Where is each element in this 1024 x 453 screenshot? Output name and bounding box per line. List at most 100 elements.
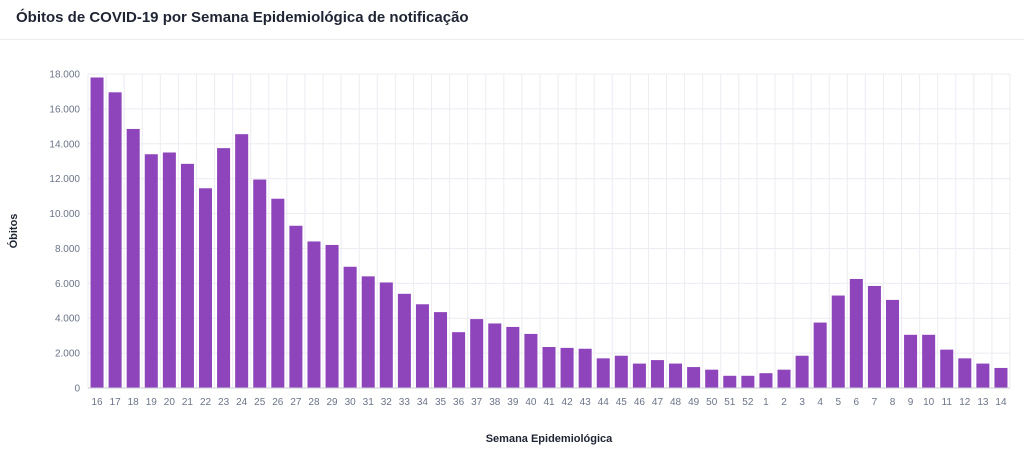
x-tick-label: 26 — [272, 397, 284, 408]
bar-32[interactable] — [379, 282, 393, 388]
bar-49[interactable] — [687, 367, 701, 388]
x-tick-label: 45 — [616, 397, 628, 408]
bar-6[interactable] — [849, 278, 863, 388]
bar-38[interactable] — [488, 323, 502, 388]
bar-41[interactable] — [542, 347, 556, 388]
bar-52[interactable] — [741, 375, 755, 388]
bar-17[interactable] — [108, 92, 122, 389]
bar-28[interactable] — [307, 241, 321, 388]
bar-30[interactable] — [343, 266, 357, 388]
x-tick-label: 49 — [688, 397, 700, 408]
bar-8[interactable] — [885, 299, 899, 388]
bar-24[interactable] — [235, 134, 249, 388]
y-tick-label: 18.000 — [49, 70, 80, 81]
x-tick-label: 8 — [890, 397, 896, 408]
x-tick-label: 28 — [308, 397, 320, 408]
y-tick-label: 12.000 — [49, 174, 80, 185]
chart-title: Óbitos de COVID-19 por Semana Epidemioló… — [16, 9, 469, 26]
bar-2[interactable] — [777, 369, 791, 388]
x-tick-label: 40 — [525, 397, 537, 408]
bar-18[interactable] — [126, 128, 140, 388]
x-tick-label: 10 — [923, 397, 935, 408]
x-tick-label: 9 — [908, 397, 914, 408]
bar-23[interactable] — [217, 148, 231, 388]
x-tick-label: 34 — [417, 397, 429, 408]
bar-7[interactable] — [867, 285, 881, 388]
bar-34[interactable] — [415, 304, 429, 388]
bar-33[interactable] — [397, 293, 411, 388]
y-axis-title: Óbitos — [7, 214, 20, 249]
bar-43[interactable] — [578, 348, 592, 388]
bar-16[interactable] — [90, 77, 104, 388]
x-tick-label: 30 — [345, 397, 357, 408]
x-tick-label: 31 — [363, 397, 375, 408]
bar-51[interactable] — [723, 375, 737, 388]
x-axis-ticks: 16 17 18 19 20 21 22 23 24 25 26 27 28 29 30 31 32 33 34 35… — [91, 397, 1006, 408]
x-tick-label: 25 — [254, 397, 266, 408]
bar-1[interactable] — [759, 373, 773, 388]
bar-36[interactable] — [452, 332, 466, 388]
y-tick-label: 14.000 — [49, 139, 80, 150]
x-tick-label: 20 — [164, 397, 176, 408]
bar-26[interactable] — [271, 198, 285, 388]
bar-48[interactable] — [669, 363, 683, 388]
bar-22[interactable] — [199, 188, 213, 388]
x-tick-label: 50 — [706, 397, 718, 408]
x-tick-label: 44 — [598, 397, 610, 408]
y-tick-label: 10.000 — [49, 209, 80, 220]
bar-4[interactable] — [813, 322, 827, 388]
x-tick-label: 36 — [453, 397, 465, 408]
bar-35[interactable] — [434, 312, 448, 388]
bar-12[interactable] — [958, 358, 972, 388]
y-tick-label: 6.000 — [55, 279, 80, 290]
bar-40[interactable] — [524, 333, 538, 388]
x-tick-label: 43 — [580, 397, 592, 408]
x-tick-label: 27 — [290, 397, 302, 408]
x-tick-label: 7 — [872, 397, 878, 408]
bar-37[interactable] — [470, 319, 484, 388]
x-tick-label: 48 — [670, 397, 682, 408]
bar-27[interactable] — [289, 225, 303, 388]
x-tick-label: 51 — [724, 397, 736, 408]
bar-9[interactable] — [904, 334, 918, 388]
x-tick-label: 29 — [326, 397, 338, 408]
bar-25[interactable] — [253, 179, 267, 388]
x-tick-label: 1 — [763, 397, 769, 408]
chart-header: Óbitos de COVID-19 por Semana Epidemioló… — [0, 0, 1024, 40]
x-tick-label: 2 — [781, 397, 787, 408]
bar-5[interactable] — [831, 295, 845, 388]
x-tick-label: 11 — [942, 397, 953, 408]
x-tick-label: 4 — [817, 397, 823, 408]
x-tick-label: 3 — [799, 397, 805, 408]
x-tick-label: 23 — [218, 397, 230, 408]
y-tick-label: 8.000 — [55, 244, 80, 255]
x-tick-label: 13 — [977, 397, 989, 408]
bar-44[interactable] — [596, 358, 610, 388]
x-tick-label: 22 — [200, 397, 212, 408]
x-tick-label: 12 — [959, 397, 971, 408]
bar-21[interactable] — [180, 163, 194, 388]
bar-19[interactable] — [144, 154, 158, 388]
x-tick-label: 24 — [236, 397, 248, 408]
bar-3[interactable] — [795, 355, 809, 388]
bar-46[interactable] — [632, 363, 646, 388]
y-tick-label: 16.000 — [49, 104, 80, 115]
bar-10[interactable] — [922, 334, 936, 388]
bar-47[interactable] — [650, 360, 664, 388]
y-axis-ticks: 0 2.000 4.000 6.000 8.000 10.000 12.000 14.000 1… — [49, 70, 80, 395]
bar-31[interactable] — [361, 276, 375, 388]
bar-11[interactable] — [940, 349, 954, 388]
x-tick-label: 19 — [146, 397, 158, 408]
x-tick-label: 32 — [381, 397, 393, 408]
bar-29[interactable] — [325, 244, 339, 388]
bar-13[interactable] — [976, 363, 990, 388]
x-tick-label: 37 — [471, 397, 483, 408]
bar-50[interactable] — [705, 369, 719, 388]
bar-20[interactable] — [162, 152, 176, 389]
bar-14[interactable] — [994, 367, 1008, 388]
bar-39[interactable] — [506, 326, 520, 388]
x-tick-label: 14 — [995, 397, 1007, 408]
bar-chart: 0 2.000 4.000 6.000 8.000 10.000 12.000 14.000 1… — [7, 70, 1011, 445]
bar-42[interactable] — [560, 347, 574, 388]
bar-45[interactable] — [614, 355, 628, 388]
